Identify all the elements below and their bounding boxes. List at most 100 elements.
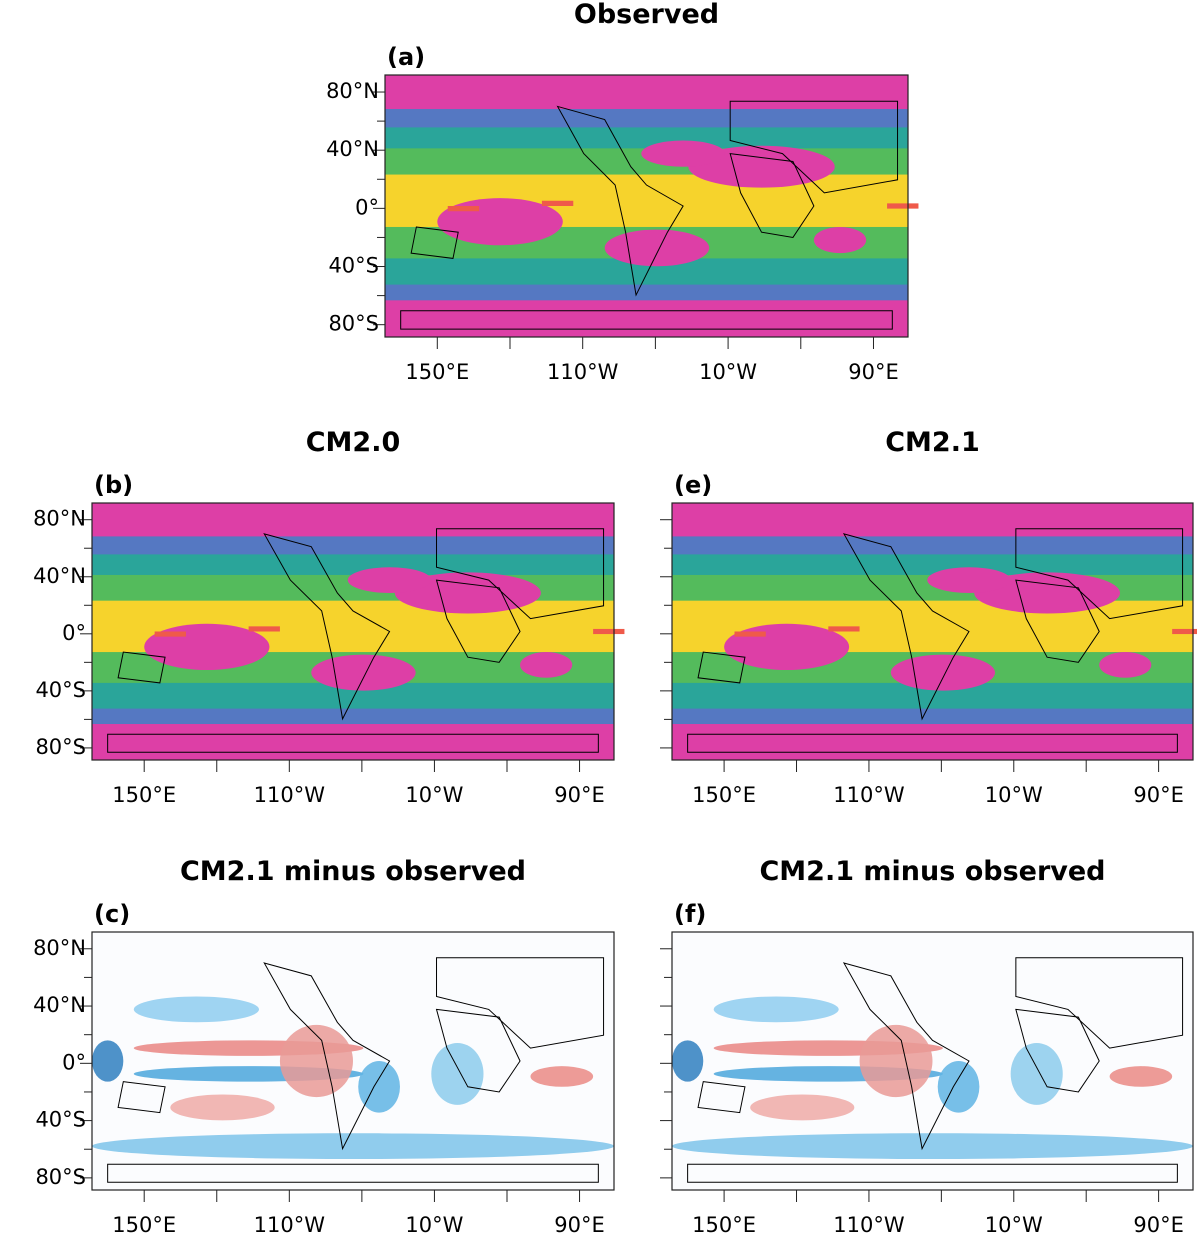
coastline <box>1015 579 1100 663</box>
coastline <box>400 310 893 330</box>
y-tick-label: 80°N <box>326 79 379 103</box>
map-anomaly <box>279 1024 353 1098</box>
map <box>672 503 1197 760</box>
coastline <box>1015 1008 1100 1093</box>
y-tick-label: 40°N <box>33 993 86 1017</box>
map-anomaly <box>1109 1066 1173 1087</box>
y-tick-label: 40°S <box>35 678 86 702</box>
map-anomaly <box>431 1042 484 1105</box>
map-dry-zone <box>641 140 725 167</box>
map-wet-spot <box>734 631 766 637</box>
map-dry-zone <box>604 229 710 267</box>
map-anomaly <box>1010 1042 1063 1105</box>
map-frame <box>91 502 615 761</box>
map-anomaly <box>937 1061 980 1113</box>
map-anomaly <box>92 1133 614 1160</box>
map-wet-spot <box>248 626 280 632</box>
map-dry-zone <box>520 652 573 678</box>
x-tick-label: 110°W <box>254 783 326 807</box>
map-anomaly <box>750 1094 855 1121</box>
x-tick-label: 110°W <box>833 783 905 807</box>
coastline <box>263 962 391 1151</box>
coastline <box>556 105 684 297</box>
y-tick-label: 40°N <box>326 137 379 161</box>
map-anomaly <box>530 1066 594 1087</box>
x-tick-label: 150°E <box>405 360 469 384</box>
map-dry-zone <box>394 572 541 614</box>
map-frame <box>671 502 1194 761</box>
x-tick-label: 90°E <box>848 360 899 384</box>
x-tick-label: 150°E <box>112 783 176 807</box>
map-dry-zone <box>974 572 1121 614</box>
map-dry-zone <box>347 567 432 593</box>
map-dry-zone <box>1099 652 1152 678</box>
y-tick-label: 40°S <box>35 1108 86 1132</box>
panel-label: (f) <box>674 900 706 928</box>
coastline <box>107 1163 599 1183</box>
coastline <box>842 533 970 721</box>
coastline <box>117 651 166 684</box>
map-anomaly <box>92 1040 124 1082</box>
map-dry-zone <box>688 145 835 188</box>
x-tick-label: 110°W <box>254 1213 326 1237</box>
map-wet-spot <box>1172 628 1197 635</box>
map <box>92 503 625 760</box>
y-tick-label: 40°S <box>328 254 379 278</box>
map-anomaly <box>358 1061 400 1113</box>
x-tick-label: 90°E <box>554 783 605 807</box>
map-wet-spot <box>593 628 625 635</box>
y-tick-label: 0° <box>62 621 86 645</box>
y-tick-label: 0° <box>355 195 379 219</box>
map <box>672 932 1193 1190</box>
map-dry-zone <box>813 226 867 254</box>
map-anomaly <box>713 996 839 1023</box>
map-wet-spot <box>887 203 919 209</box>
coastline <box>436 528 605 620</box>
x-tick-label: 110°W <box>833 1213 905 1237</box>
map-wet-spot <box>541 200 574 206</box>
y-tick-label: 80°N <box>33 936 86 960</box>
y-tick-label: 80°S <box>35 735 86 759</box>
coastline <box>435 1008 521 1093</box>
map-dry-zone <box>927 567 1011 593</box>
map <box>92 932 614 1190</box>
coastline <box>729 100 899 194</box>
map-anomaly <box>672 1133 1193 1160</box>
map-anomaly <box>170 1094 275 1121</box>
coastline <box>107 733 599 753</box>
coastline <box>117 1081 166 1114</box>
coastline <box>410 226 459 259</box>
y-tick-label: 80°N <box>33 507 86 531</box>
panel-label: (a) <box>387 43 425 71</box>
coastline <box>263 533 391 721</box>
x-tick-label: 150°E <box>692 1213 756 1237</box>
map <box>385 75 919 337</box>
panel-title: CM2.1 minus observed <box>180 856 526 887</box>
panel-label: (e) <box>674 471 712 499</box>
map-dry-zone <box>890 654 996 691</box>
coastline <box>1015 528 1184 620</box>
panel-title: Observed <box>574 0 719 30</box>
x-tick-label: 10°W <box>985 783 1043 807</box>
y-tick-label: 80°S <box>328 312 379 336</box>
x-tick-label: 10°W <box>405 1213 463 1237</box>
panel-title: CM2.1 <box>885 427 980 458</box>
coastline <box>729 153 815 238</box>
y-tick-label: 0° <box>62 1050 86 1074</box>
map-frame <box>384 74 909 338</box>
map-anomaly <box>859 1024 933 1098</box>
y-tick-label: 40°N <box>33 564 86 588</box>
coastline <box>687 1163 1178 1183</box>
panel-title: CM2.0 <box>306 427 401 458</box>
coastline <box>697 651 746 684</box>
map-anomaly <box>133 996 260 1023</box>
map-wet-spot <box>154 631 186 637</box>
coastline <box>842 962 970 1151</box>
x-tick-label: 110°W <box>547 360 619 384</box>
map-frame <box>91 931 615 1191</box>
x-tick-label: 90°E <box>1133 1213 1184 1237</box>
panel-label: (b) <box>94 471 133 499</box>
x-tick-label: 90°E <box>1133 783 1184 807</box>
panel-label: (c) <box>94 900 130 928</box>
